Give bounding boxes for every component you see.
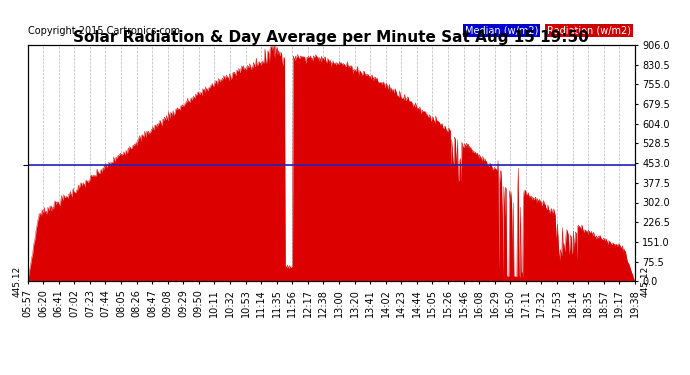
Text: Median (w/m2): Median (w/m2) <box>465 26 538 36</box>
Text: 445.12: 445.12 <box>641 266 650 297</box>
Title: Solar Radiation & Day Average per Minute Sat Aug 15 19:50: Solar Radiation & Day Average per Minute… <box>73 30 589 45</box>
Text: 445.12: 445.12 <box>12 266 21 297</box>
Text: Radiation (w/m2): Radiation (w/m2) <box>546 26 631 36</box>
Text: Copyright 2015 Cartronics.com: Copyright 2015 Cartronics.com <box>28 26 179 36</box>
